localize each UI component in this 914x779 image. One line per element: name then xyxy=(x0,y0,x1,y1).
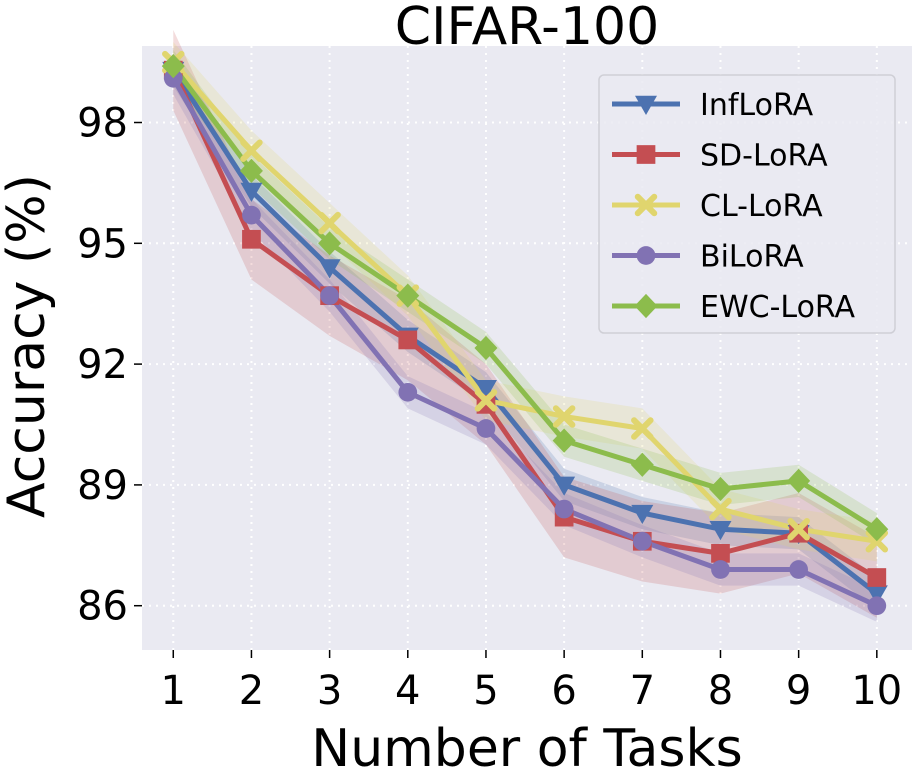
ewc-lora-point xyxy=(787,468,811,493)
bilora-point xyxy=(476,419,496,438)
bilora-point xyxy=(242,205,261,225)
legend-swatch-marker xyxy=(634,193,658,217)
legend-swatch-marker xyxy=(634,293,658,319)
cl-lora-line xyxy=(171,60,878,544)
bilora-point xyxy=(320,286,339,306)
inflora-point xyxy=(631,504,654,525)
sd-lora-point xyxy=(398,330,418,350)
legend-swatch-marker xyxy=(636,246,656,265)
x-tick-label: 7 xyxy=(630,668,655,714)
bilora-point xyxy=(867,596,887,616)
x-tick-label: 8 xyxy=(708,668,733,714)
cl-lora-point xyxy=(709,497,732,521)
x-tick-label: 5 xyxy=(473,668,498,714)
inflora-point xyxy=(709,520,732,541)
y-tick-label: 92 xyxy=(77,342,128,388)
legend-swatch-marker xyxy=(635,95,657,115)
legend-label: CL-LoRA xyxy=(700,189,823,224)
sd-lora-line xyxy=(170,69,879,580)
y-axis-title: Accuracy (%) xyxy=(0,174,57,518)
legend-label: InfLoRA xyxy=(700,88,814,123)
inflora-point xyxy=(865,585,888,605)
cl-lora-point xyxy=(240,139,263,162)
bilora-line xyxy=(171,76,878,608)
x-tick-label: 4 xyxy=(395,668,420,714)
ewc-lora-point xyxy=(396,283,420,308)
y-tick-label: 86 xyxy=(77,584,128,630)
inflora-line xyxy=(171,68,879,596)
legend: InfLoRA SD-LoRA CL-LoRA BiLoRA EWC-LoRA xyxy=(598,74,896,334)
legend-entry-cl-lora: CL-LoRA xyxy=(612,189,823,224)
cl-lora-point-stroke xyxy=(318,211,341,235)
bilora-point xyxy=(632,531,652,551)
cl-lora-point-stroke xyxy=(474,389,498,412)
legend-box xyxy=(598,74,896,334)
ewc-lora-point xyxy=(552,428,576,453)
sd-lora-point xyxy=(242,229,261,249)
inflora-point xyxy=(318,259,341,279)
ewc-lora-point xyxy=(161,54,185,79)
ewc-lora-line xyxy=(171,64,879,532)
legend-entry-sd-lora: SD-LoRA xyxy=(612,139,828,174)
y-tick-label: 95 xyxy=(77,221,128,267)
cl-lora-point xyxy=(318,211,341,235)
legend-swatch-marker xyxy=(636,145,656,164)
x-tick-label: 6 xyxy=(551,668,576,714)
bilora-point xyxy=(398,382,418,402)
ewc-lora-point xyxy=(318,231,342,256)
cl-lora-point xyxy=(787,517,810,541)
chart-title: CIFAR-100 xyxy=(395,0,659,57)
y-axis-ticks: 86 89 92 95 98 xyxy=(77,101,142,630)
x-tick-label: 9 xyxy=(786,668,811,714)
legend-swatch-marker-stroke xyxy=(634,193,658,217)
legend-label: BiLoRA xyxy=(700,240,804,275)
ewc-lora-point xyxy=(239,158,263,183)
cl-lora-point-stroke xyxy=(552,405,576,428)
bilora-point xyxy=(554,499,574,519)
bilora-point xyxy=(789,560,808,579)
ewc-lora-point xyxy=(865,517,889,542)
inflora-point xyxy=(553,476,576,496)
legend-entry-inflora: InfLoRA xyxy=(612,88,814,123)
legend-entry-bilora: BiLoRA xyxy=(612,240,804,275)
sd-lora-point xyxy=(867,568,887,587)
cl-lora-point-stroke xyxy=(709,497,732,521)
ewc-lora-band xyxy=(173,50,877,546)
legend-label: SD-LoRA xyxy=(700,139,828,174)
y-tick-label: 98 xyxy=(77,101,128,147)
cl-lora-point xyxy=(631,417,654,440)
x-axis-ticks: 1 2 3 4 5 6 7 8 9 10 xyxy=(161,650,902,714)
cl-lora-point-stroke xyxy=(240,139,263,162)
x-tick-label: 10 xyxy=(851,668,902,714)
inflora-band xyxy=(173,54,877,610)
x-tick-label: 1 xyxy=(161,668,186,714)
series-lines xyxy=(170,60,879,608)
x-axis-title: Number of Tasks xyxy=(311,719,742,779)
cl-lora-point xyxy=(474,389,498,412)
cl-lora-point xyxy=(552,405,576,428)
x-tick-label: 2 xyxy=(239,668,264,714)
ewc-lora-point xyxy=(630,452,654,477)
series-markers xyxy=(161,50,889,616)
cl-lora-point-stroke xyxy=(631,417,654,440)
x-tick-label: 3 xyxy=(317,668,342,714)
legend-label: EWC-LoRA xyxy=(700,290,856,325)
inflora-point xyxy=(474,380,497,400)
legend-entry-ewc-lora: EWC-LoRA xyxy=(612,290,856,325)
sd-lora-band xyxy=(173,29,877,618)
cl-lora-point-stroke xyxy=(787,517,810,541)
ewc-lora-point xyxy=(708,476,732,502)
inflora-point xyxy=(240,182,263,202)
sd-lora-point xyxy=(711,544,730,563)
y-tick-label: 89 xyxy=(77,463,128,509)
bilora-point xyxy=(711,560,730,579)
ewc-lora-point xyxy=(474,335,498,361)
